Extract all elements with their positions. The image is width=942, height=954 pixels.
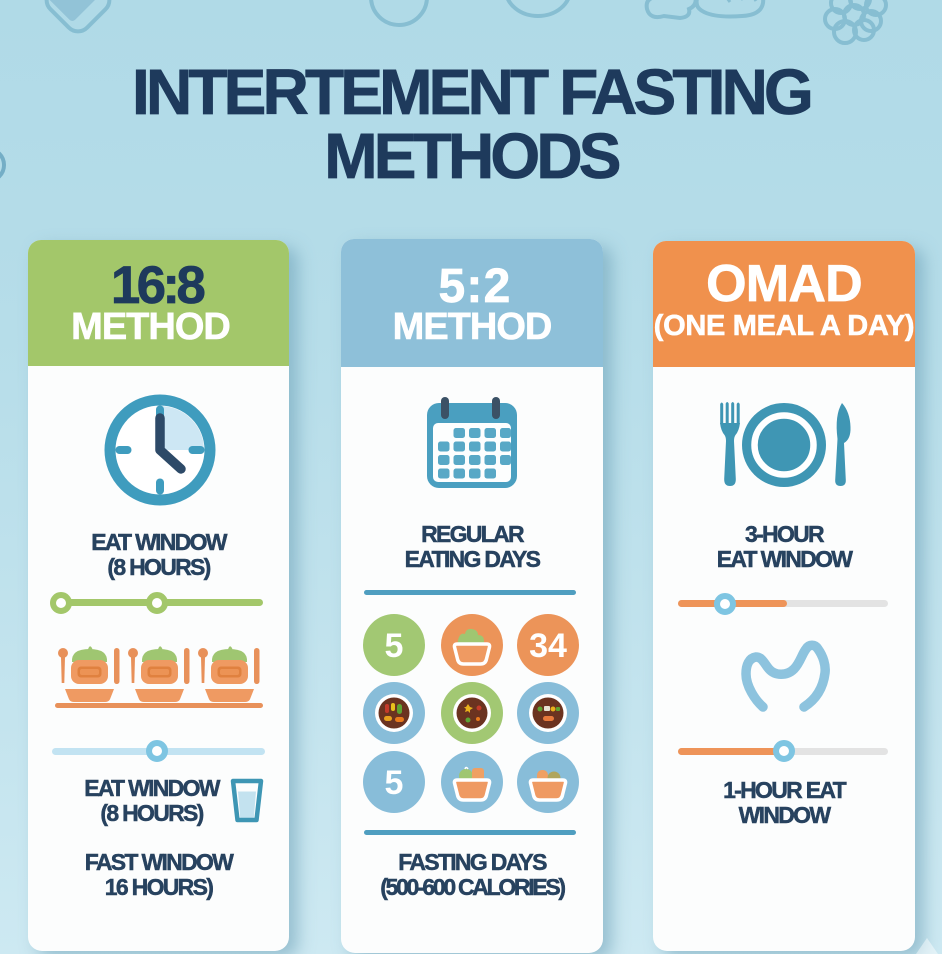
svg-text:5: 5	[385, 764, 404, 802]
svg-text:34: 34	[529, 627, 567, 665]
svg-text:5: 5	[385, 627, 404, 665]
